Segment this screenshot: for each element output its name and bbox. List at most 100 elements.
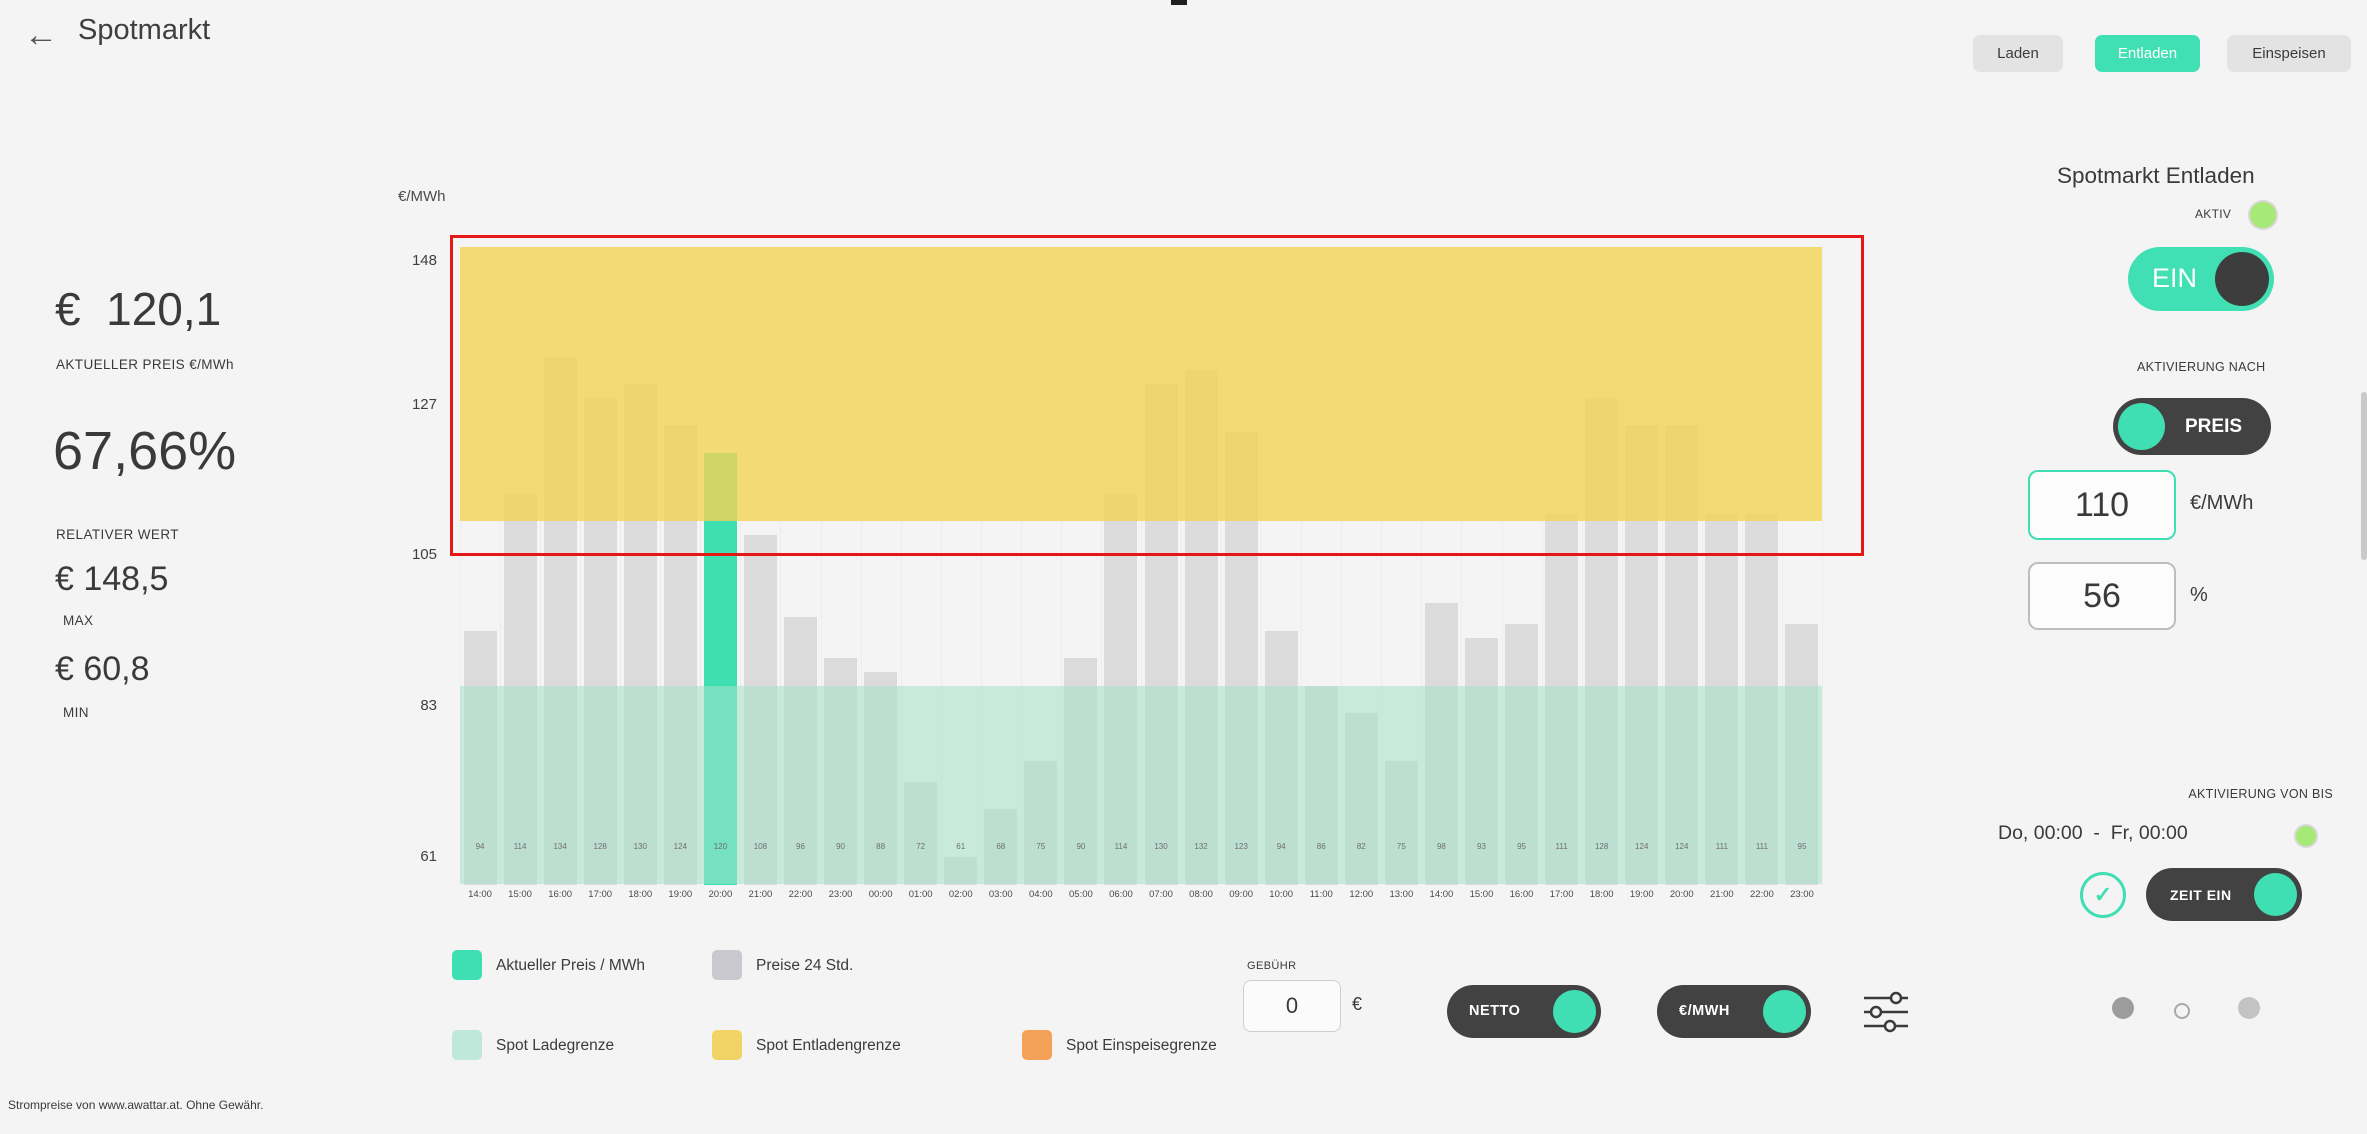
x-axis-tick-label: 03:00: [988, 889, 1013, 900]
x-axis-tick-label: 15:00: [1469, 889, 1494, 900]
y-axis-tick-label: 83: [420, 697, 437, 715]
x-axis-tick-label: 13:00: [1389, 889, 1414, 900]
bar-value-label: 98: [1436, 842, 1446, 851]
power-toggle-knob: [2215, 252, 2269, 306]
netto-toggle[interactable]: NETTO: [1447, 985, 1601, 1038]
mode-button-entladen[interactable]: Entladen: [2095, 35, 2200, 72]
x-axis-tick-label: 01:00: [908, 889, 933, 900]
price-threshold-unit: €/MWh: [2190, 492, 2254, 514]
mode-button-einspeisen[interactable]: Einspeisen: [2227, 35, 2351, 72]
unit-eur-mwh-toggle-knob: [1763, 990, 1806, 1033]
cropped-top-element: [1171, 0, 1187, 5]
bar-value-label: 72: [916, 842, 926, 851]
entladegrenze-highlight-box: [450, 235, 1864, 556]
scrollbar[interactable]: [2361, 392, 2367, 560]
percent-threshold-input[interactable]: 56: [2028, 562, 2176, 630]
bar-value-label: 86: [1316, 842, 1326, 851]
aktiv-label: AKTIV: [2195, 207, 2232, 221]
x-axis-tick-label: 22:00: [1750, 889, 1774, 900]
mode-toggle-knob: [2118, 403, 2165, 450]
x-axis-tick-label: 20:00: [1669, 889, 1694, 900]
x-axis-tick-label: 05:00: [1069, 889, 1093, 900]
bar-value-label: 90: [836, 842, 845, 851]
min-price-label: MIN: [63, 705, 89, 720]
threshold-band-spot-entladengrenze: [460, 246, 1822, 522]
percent-threshold-unit: %: [2190, 584, 2208, 606]
power-toggle-ein[interactable]: EIN: [2128, 247, 2274, 311]
y-axis-tick-label: 105: [411, 546, 437, 564]
mode-toggle-preis[interactable]: PREIS: [2113, 398, 2271, 455]
bar-value-label: 134: [553, 842, 567, 851]
time-toggle-label: ZEIT EIN: [2170, 887, 2232, 903]
bar-value-label: 90: [1076, 842, 1086, 851]
min-price-value: € 60,8: [55, 650, 150, 688]
x-axis-tick-label: 23:00: [828, 889, 853, 900]
bar-value-label: 130: [633, 842, 647, 851]
x-axis-tick-label: 07:00: [1149, 889, 1173, 900]
bar-value-label: 94: [1276, 842, 1286, 851]
relative-value-label: RELATIVER WERT: [56, 527, 179, 542]
y-axis-tick-label: 127: [411, 395, 437, 413]
legend-swatch-ladegrenze: [452, 1030, 482, 1060]
mode-button-laden[interactable]: Laden: [1973, 35, 2063, 72]
time-toggle-zeit-ein[interactable]: ZEIT EIN: [2146, 868, 2302, 921]
unit-eur-mwh-toggle[interactable]: €/MWH: [1657, 985, 1811, 1038]
pagination-dot-1[interactable]: [2112, 997, 2134, 1019]
bar-value-label: 61: [956, 842, 966, 851]
bar-value-label: 128: [1594, 842, 1609, 851]
x-axis-tick-label: 21:00: [1709, 889, 1734, 900]
x-axis-tick-label: 08:00: [1189, 889, 1213, 900]
pagination-dot-3[interactable]: [2238, 997, 2260, 1019]
bar-value-label: 114: [513, 842, 527, 851]
bar-value-label: 123: [1234, 842, 1248, 851]
x-axis-tick-label: 19:00: [668, 889, 693, 900]
bar-value-label: 111: [1755, 842, 1768, 851]
bar-value-label: 130: [1154, 842, 1168, 851]
legend-swatch-entladegrenze: [712, 1030, 742, 1060]
netto-toggle-label: NETTO: [1469, 1003, 1521, 1019]
mode-toggle-label: PREIS: [2185, 416, 2243, 437]
legend-swatch-preise-24h: [712, 950, 742, 980]
page-title: Spotmarkt: [78, 14, 211, 46]
pagination-dot-2[interactable]: [2174, 1003, 2190, 1019]
fee-input[interactable]: 0: [1243, 980, 1341, 1032]
bar-value-label: 96: [796, 842, 805, 851]
price-threshold-input[interactable]: 110: [2028, 470, 2176, 540]
activation-window-times: Do, 00:00 - Fr, 00:00: [1998, 822, 2188, 844]
x-axis-tick-label: 14:00: [468, 889, 492, 900]
bar-value-label: 111: [1555, 842, 1568, 851]
relative-value: 67,66%: [53, 421, 237, 481]
x-axis-tick-label: 21:00: [748, 889, 773, 900]
bar-value-label: 88: [876, 842, 886, 851]
chart-settings-sliders-icon[interactable]: [1862, 988, 1910, 1036]
bar-value-label: 108: [753, 842, 768, 851]
legend-swatch-einspeisegrenze: [1022, 1030, 1052, 1060]
legend-swatch-aktueller-preis: [452, 950, 482, 980]
current-price-label: AKTUELLER PREIS €/MWh: [56, 357, 234, 372]
time-enabled-checkmark[interactable]: ✓: [2080, 872, 2126, 918]
bar-value-label: 75: [1396, 842, 1406, 851]
activation-window-label: AKTIVIERUNG VON BIS: [2188, 787, 2333, 801]
fee-label: GEBÜHR: [1247, 960, 1297, 972]
x-axis-tick-label: 04:00: [1028, 889, 1053, 900]
x-axis-tick-label: 06:00: [1109, 889, 1133, 900]
bar-value-label: 75: [1036, 842, 1046, 851]
back-arrow-icon[interactable]: ←: [24, 16, 58, 54]
bar-value-label: 124: [1635, 842, 1649, 851]
x-axis-tick-label: 15:00: [508, 889, 532, 900]
current-price-value: € 120,1: [55, 283, 222, 335]
x-axis-tick-label: 17:00: [588, 889, 613, 900]
threshold-band-spot-ladegrenze: [460, 685, 1822, 885]
unit-eur-mwh-toggle-label: €/MWH: [1679, 1003, 1730, 1019]
bar-value-label: 95: [1797, 842, 1807, 851]
legend-label-preise-24h: Preise 24 Std.: [756, 957, 854, 974]
bar-value-label: 111: [1715, 842, 1728, 851]
y-axis-unit-label: €/MWh: [398, 188, 446, 205]
x-axis-tick-label: 16:00: [548, 889, 573, 900]
x-axis-tick-label: 22:00: [788, 889, 813, 900]
x-axis-tick-label: 20:00: [708, 889, 733, 900]
activation-by-label: AKTIVIERUNG NACH: [2137, 360, 2266, 374]
x-axis-tick-label: 09:00: [1229, 889, 1254, 900]
x-axis-tick-label: 17:00: [1549, 889, 1574, 900]
max-price-label: MAX: [63, 613, 94, 628]
